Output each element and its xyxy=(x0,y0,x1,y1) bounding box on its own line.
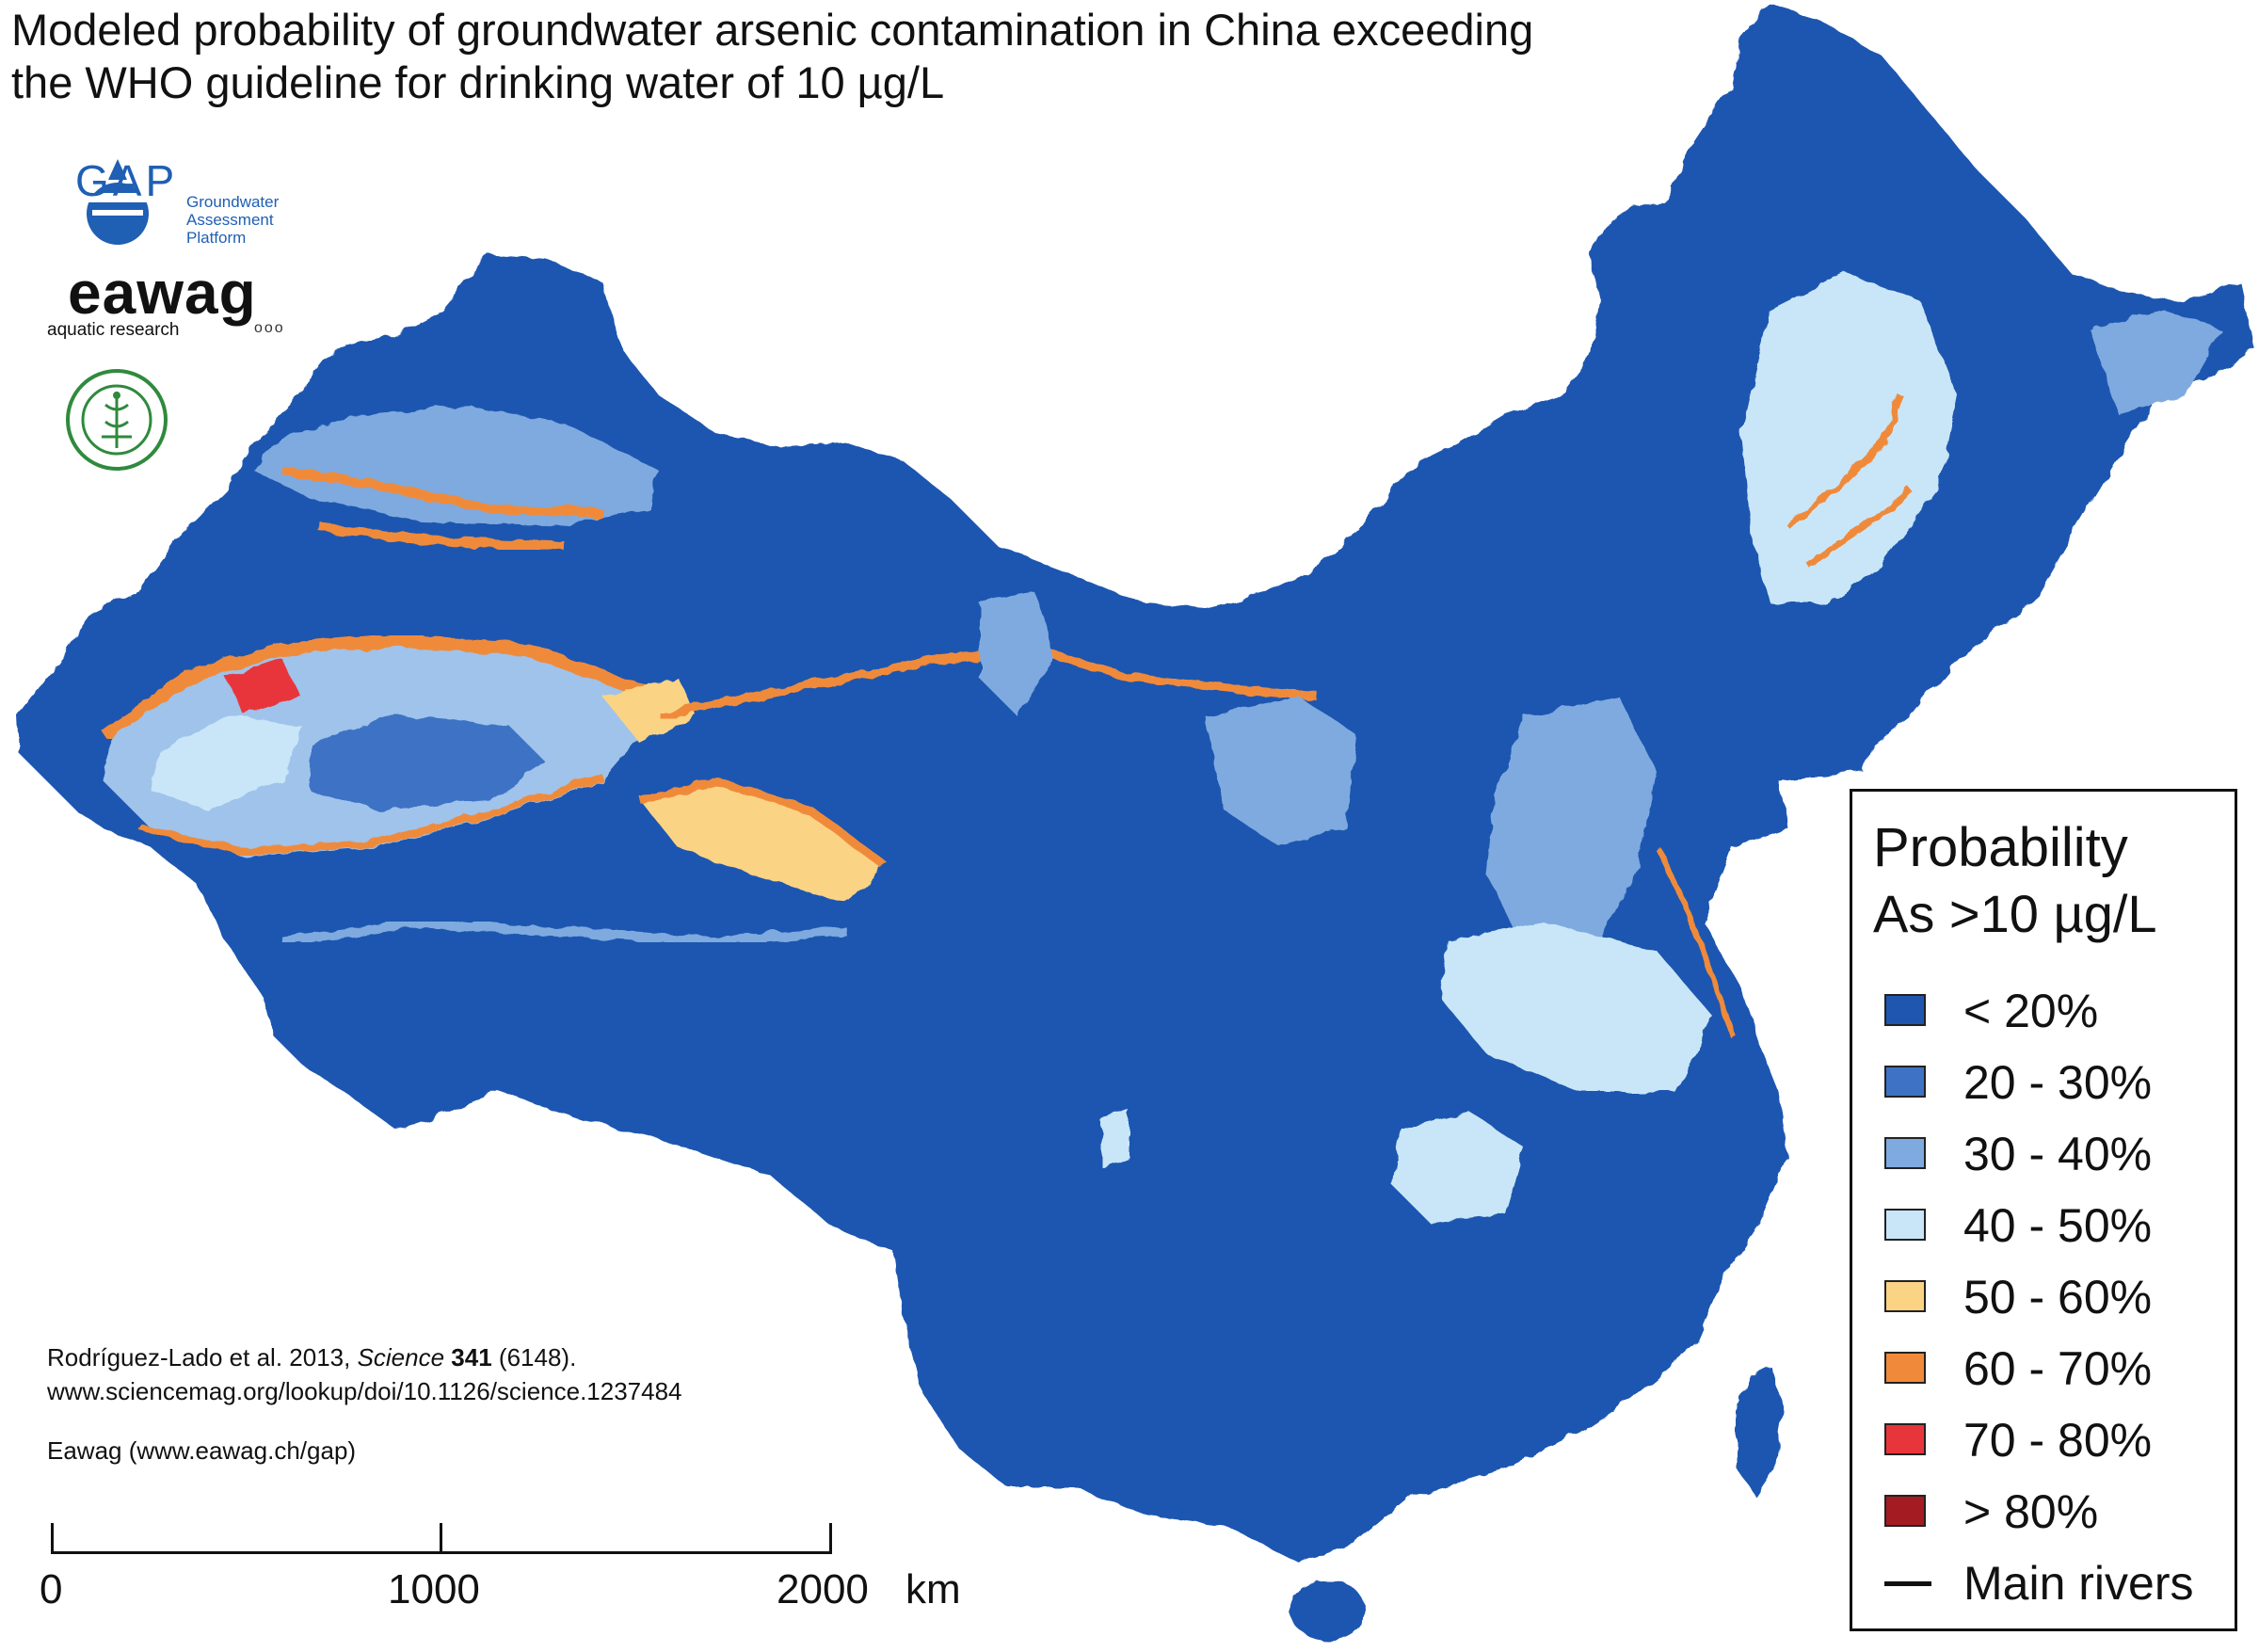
northeast-east-light xyxy=(2090,311,2221,414)
gap-subtitle: Groundwater Assessment Platform xyxy=(186,193,279,247)
sichuan-pale-spot xyxy=(1101,1111,1130,1167)
east-coast-orange xyxy=(1654,845,1735,1036)
scale-bar-label-0: 0 xyxy=(40,1566,63,1612)
legend-item: 70 - 80% xyxy=(1884,1414,2233,1470)
legend-item: 30 - 40% xyxy=(1884,1128,2233,1184)
legend-item: > 80% xyxy=(1884,1485,2233,1542)
legend-label: 40 - 50% xyxy=(1963,1199,2153,1252)
huai-plain-pale xyxy=(1440,922,1713,1092)
eawag-dots: ooo xyxy=(254,320,285,336)
legend-swatch xyxy=(1884,1495,1926,1527)
inner-mongolia-light-region xyxy=(979,593,1054,715)
scale-bar-tick-2000 xyxy=(829,1523,832,1554)
north-china-plain-region xyxy=(1487,697,1657,951)
map-title-line-2: the WHO guideline for drinking water of … xyxy=(11,57,945,107)
tarim-south-rim xyxy=(140,773,604,857)
legend-swatch xyxy=(1884,1137,1926,1169)
gap-letters: GAP xyxy=(75,156,179,205)
legend-swatch xyxy=(1884,1066,1926,1098)
legend-label: 20 - 30% xyxy=(1963,1056,2153,1109)
river-line-icon xyxy=(1884,1581,1931,1586)
tarim-core-region xyxy=(311,715,546,810)
legend-swatch xyxy=(1884,1280,1926,1312)
legend-subtitle: As >10 µg/L xyxy=(1873,884,2157,943)
legend-swatch xyxy=(1884,1209,1926,1241)
map-title-line-1: Modeled probability of groundwater arsen… xyxy=(11,5,1534,55)
taiwan-island xyxy=(1737,1365,1784,1497)
credit-line[interactable]: Eawag (www.eawag.ch/gap) xyxy=(47,1436,357,1465)
legend-label: 70 - 80% xyxy=(1963,1414,2153,1467)
qaidam-basin-region xyxy=(640,781,885,904)
legend-item: 40 - 50% xyxy=(1884,1199,2233,1256)
citation-volume: 341 xyxy=(451,1343,492,1371)
eawag-logo: eawag aquatic research ooo xyxy=(45,259,328,345)
citation-reference: Rodríguez-Lado et al. 2013, Science 341 … xyxy=(47,1340,682,1374)
scale-bar-label-1000: 1000 xyxy=(388,1566,480,1612)
legend-label: 60 - 70% xyxy=(1963,1342,2153,1395)
citation-journal: Science xyxy=(357,1343,445,1371)
scale-bar-label-2000: 2000 xyxy=(777,1566,869,1612)
legend-swatch xyxy=(1884,994,1926,1026)
gap-drop-icon xyxy=(87,159,149,245)
legend-item: 60 - 70% xyxy=(1884,1342,2233,1399)
citation-url[interactable]: www.sciencemag.org/lookup/doi/10.1126/sc… xyxy=(47,1377,682,1405)
yangtze-middle-pale xyxy=(1393,1111,1525,1224)
eawag-wordmark: eawag xyxy=(68,259,257,327)
tarim-east-yellow xyxy=(602,678,697,744)
legend-title: Probability xyxy=(1873,817,2128,878)
legend-label: < 20% xyxy=(1963,985,2099,1037)
qaidam-orange-rim xyxy=(638,777,888,870)
citation-authors: Rodríguez-Lado et al. 2013, xyxy=(47,1343,358,1371)
legend-item-rivers: Main rivers xyxy=(1884,1557,2233,1613)
china-medical-university-seal-icon xyxy=(64,367,169,473)
ordos-light-region xyxy=(1205,697,1355,847)
scale-bar-tick-0 xyxy=(51,1523,54,1554)
legend-item: 50 - 60% xyxy=(1884,1271,2233,1327)
tibet-light-band xyxy=(281,917,848,947)
legend-swatch xyxy=(1884,1352,1926,1384)
map-title: Modeled probability of groundwater arsen… xyxy=(11,4,1706,109)
tarim-north-rim xyxy=(100,633,662,740)
songnen-orange-bands xyxy=(1786,393,1914,568)
hainan-island xyxy=(1290,1580,1365,1640)
legend-swatch xyxy=(1884,1423,1926,1455)
citation: Rodríguez-Lado et al. 2013, Science 341 … xyxy=(47,1340,682,1408)
mainland-china-region xyxy=(17,5,2254,1563)
scale-bar-tick-1000 xyxy=(440,1523,442,1554)
legend-rivers-label: Main rivers xyxy=(1963,1557,2194,1610)
legend-label: 30 - 40% xyxy=(1963,1128,2153,1180)
scale-bar: 0 1000 2000 km xyxy=(38,1510,979,1623)
gap-line-1: Groundwater xyxy=(186,193,280,211)
tarim-red-patch xyxy=(226,659,301,715)
junggar-orange-bands xyxy=(281,466,603,551)
legend-item: < 20% xyxy=(1884,985,2233,1041)
legend-label: > 80% xyxy=(1963,1485,2099,1538)
gap-line-2: Assessment xyxy=(186,211,274,229)
scale-bar-unit: km xyxy=(905,1566,961,1612)
citation-issue: (6148). xyxy=(491,1343,577,1371)
gap-logo: GAP Groundwater Assessment Platform xyxy=(68,155,312,249)
tarim-pale-region xyxy=(151,715,301,810)
eawag-tagline: aquatic research xyxy=(47,320,180,340)
legend-item: 20 - 30% xyxy=(1884,1056,2233,1113)
junggar-basin-region xyxy=(254,405,659,527)
gap-line-3: Platform xyxy=(186,229,247,247)
legend-label: 50 - 60% xyxy=(1963,1271,2153,1323)
map-legend: Probability As >10 µg/L < 20% 20 - 30% 3… xyxy=(1850,789,2237,1631)
